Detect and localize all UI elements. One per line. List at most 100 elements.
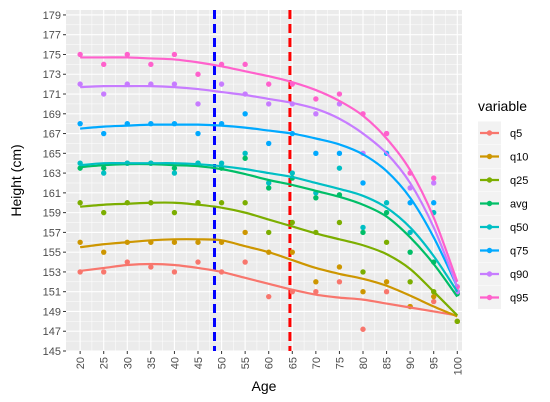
legend-label: q25 <box>510 175 528 187</box>
legend-label: q75 <box>510 246 528 258</box>
data-point-q10 <box>242 229 248 236</box>
data-point-q10 <box>195 239 201 245</box>
data-point-q10 <box>77 239 83 245</box>
data-point-q25 <box>454 318 460 325</box>
data-point-q90 <box>431 180 437 186</box>
x-tick-label: 90 <box>405 357 417 369</box>
legend-item-q90: q90 <box>478 262 528 286</box>
x-tick-label: 75 <box>334 357 346 369</box>
series-line-q75 <box>80 123 459 288</box>
data-point-q25 <box>407 279 413 285</box>
data-point-q10 <box>289 249 295 255</box>
data-point-q95 <box>313 96 319 102</box>
y-axis-ticks: 145 147 149 151 153 155 157 159 161 163 165 167 169 1… <box>43 10 66 358</box>
data-point-q95 <box>266 81 272 87</box>
series-line-q50 <box>80 161 459 293</box>
data-point-avg <box>313 195 319 201</box>
data-point-q25 <box>383 239 390 245</box>
data-point-q50 <box>383 200 390 206</box>
data-point-q75 <box>360 180 366 186</box>
data-point-q5 <box>313 288 319 295</box>
data-point-q75 <box>313 150 319 157</box>
legend-label: q90 <box>510 269 528 281</box>
data-point-q50 <box>266 180 272 186</box>
data-point-q95 <box>336 91 343 97</box>
x-tick-label: 25 <box>99 357 111 369</box>
y-tick-label: 153 <box>43 267 61 279</box>
data-point-q75 <box>431 200 437 206</box>
y-tick-label: 163 <box>43 168 61 180</box>
data-point-q95 <box>195 71 201 77</box>
data-point-q5 <box>336 279 343 285</box>
x-tick-label: 95 <box>429 357 441 369</box>
y-tick-label: 179 <box>43 10 61 22</box>
data-point-q25 <box>336 219 343 226</box>
x-tick-label: 55 <box>240 357 252 369</box>
series-line-q5 <box>80 262 458 317</box>
data-point-q25 <box>77 200 83 206</box>
data-point-q5 <box>195 259 201 265</box>
y-tick-label: 175 <box>43 49 61 61</box>
data-point-q25 <box>289 219 295 226</box>
data-point-q25 <box>101 209 107 216</box>
smooth-curves <box>80 56 459 318</box>
legend-key-point <box>486 224 493 230</box>
y-tick-label: 151 <box>43 287 61 299</box>
data-point-q90 <box>77 81 83 87</box>
data-point-q10 <box>171 239 178 245</box>
data-point-q5 <box>242 259 248 265</box>
data-point-q50 <box>336 165 343 171</box>
x-tick-label: 30 <box>122 357 134 369</box>
data-point-q10 <box>383 279 390 285</box>
data-point-q95 <box>431 175 437 181</box>
y-tick-label: 149 <box>43 306 61 318</box>
y-tick-label: 155 <box>43 247 61 259</box>
legend-key-point <box>486 271 493 277</box>
data-point-q90 <box>195 101 201 107</box>
legend-label: avg <box>510 199 528 211</box>
data-point-q5 <box>360 326 366 332</box>
data-point-q95 <box>124 51 130 58</box>
legend-key-point <box>486 294 493 301</box>
y-tick-label: 171 <box>43 89 61 101</box>
data-point-q10 <box>101 249 107 255</box>
series-line-q10 <box>80 238 458 318</box>
data-point-q90 <box>218 81 225 87</box>
minor-gridlines <box>66 10 462 351</box>
legend-item-q10: q10 <box>478 145 528 168</box>
data-point-q50 <box>218 160 225 166</box>
legend-key-point <box>486 177 493 183</box>
x-tick-label: 100 <box>452 357 464 375</box>
x-tick-label: 85 <box>382 357 394 369</box>
data-point-q5 <box>431 298 437 305</box>
data-point-q10 <box>431 293 437 300</box>
y-tick-label: 177 <box>43 30 61 42</box>
y-tick-label: 173 <box>43 69 61 81</box>
data-point-q90 <box>313 111 319 117</box>
data-point-q50 <box>289 170 295 176</box>
x-tick-label: 50 <box>217 357 229 369</box>
data-point-q90 <box>266 101 272 107</box>
plot-panel <box>66 10 462 351</box>
x-axis-title: Age <box>252 378 277 394</box>
data-point-q5 <box>101 269 107 275</box>
data-point-avg <box>101 165 107 171</box>
legend-item-q95: q95 <box>478 286 528 309</box>
data-point-q90 <box>171 81 178 87</box>
legend-title: variable <box>478 98 527 114</box>
x-tick-label: 60 <box>264 357 276 369</box>
x-tick-label: 45 <box>193 357 205 369</box>
x-tick-label: 70 <box>311 357 323 369</box>
x-tick-label: 40 <box>169 357 181 369</box>
data-point-q95 <box>101 61 107 68</box>
y-tick-label: 165 <box>43 148 61 160</box>
x-tick-label: 80 <box>358 357 370 369</box>
data-point-q50 <box>171 170 178 176</box>
data-point-q5 <box>383 288 390 295</box>
data-point-q25 <box>266 229 272 236</box>
data-point-q95 <box>77 51 83 58</box>
data-point-avg <box>171 165 178 171</box>
data-point-avg <box>407 249 413 255</box>
legend-key-point <box>486 247 493 254</box>
